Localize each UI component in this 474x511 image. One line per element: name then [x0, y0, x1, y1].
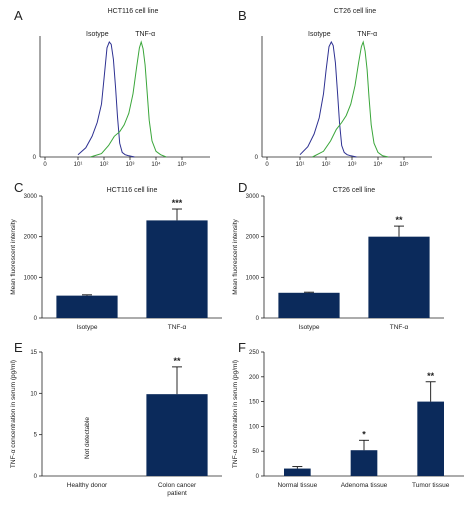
category-label: Colon cancer: [158, 482, 197, 489]
series-line-tnf: [90, 40, 167, 158]
x-tick-label: 10⁵: [177, 161, 187, 168]
chart-title: HCT116 cell line: [108, 8, 159, 15]
panel-letter: C: [14, 180, 23, 195]
x-tick-label: 10⁴: [151, 161, 161, 168]
series-line-isotype: [77, 41, 135, 158]
series-line-tnf: [312, 40, 389, 158]
y-tick-label: 2000: [24, 235, 38, 241]
series-line-isotype: [299, 40, 357, 158]
category-label: patient: [167, 490, 187, 497]
legend-label: Isotype: [86, 31, 109, 38]
bar: [146, 220, 208, 318]
category-label: Adenoma tissue: [341, 482, 388, 489]
bar: [278, 292, 340, 318]
significance-marker: **: [427, 371, 435, 381]
panel-letter: B: [238, 8, 247, 23]
y-axis-label: TNF-α concentration in serum (pg/ml): [232, 360, 239, 468]
legend-label: Isotype: [308, 31, 331, 38]
category-label: TNF-α: [168, 324, 187, 331]
significance-marker: **: [173, 356, 181, 366]
y-tick-label: 0: [34, 474, 38, 480]
y-tick-label: 50: [252, 449, 259, 455]
x-tick-label: 10²: [322, 162, 331, 168]
bar: [417, 401, 444, 476]
y-axis-label: TNF-α concentration in serum (pg/ml): [10, 360, 17, 468]
x-tick-label: 0: [265, 162, 269, 168]
y-tick-label: 200: [249, 375, 260, 381]
y-tick-label: 150: [249, 400, 260, 406]
category-label: Tumor tissue: [412, 482, 450, 489]
y-tick-label: 0: [256, 316, 260, 322]
chart-title: CT26 cell line: [333, 187, 376, 194]
y-tick-label: 5: [34, 433, 38, 439]
y-tick-label: 3000: [246, 194, 260, 200]
y-tick-label: 0: [33, 155, 37, 161]
chart-title: CT26 cell line: [334, 8, 377, 15]
category-label: Isotype: [299, 324, 320, 331]
x-tick-label: 10⁴: [373, 161, 383, 168]
chart-title: HCT116 cell line: [107, 187, 158, 194]
y-axis-label: Mean fluorescent intensity: [232, 218, 239, 294]
bar: [368, 236, 430, 318]
x-tick-label: 10¹: [296, 162, 305, 168]
legend-label: TNF-α: [135, 31, 155, 38]
significance-marker: **: [395, 215, 403, 225]
panel-letter: A: [14, 8, 23, 23]
x-tick-label: 10⁵: [399, 161, 409, 168]
panel-letter: D: [238, 180, 247, 195]
annotation-text: Not detectable: [84, 417, 91, 459]
panel-letter: E: [14, 340, 23, 355]
significance-marker: ***: [172, 198, 183, 208]
x-tick-label: 10³: [348, 162, 357, 168]
bar: [284, 468, 311, 476]
category-label: Healthy donor: [67, 482, 108, 489]
y-axis-label: Mean fluorescent intensity: [10, 218, 17, 294]
y-tick-label: 3000: [24, 194, 38, 200]
category-label: Isotype: [77, 324, 98, 331]
y-tick-label: 2000: [246, 235, 260, 241]
y-tick-label: 100: [249, 424, 260, 430]
x-tick-label: 10¹: [74, 162, 83, 168]
bar: [350, 450, 378, 476]
category-label: TNF-α: [390, 324, 409, 331]
y-tick-label: 10: [30, 391, 37, 397]
category-label: Normal tissue: [277, 482, 317, 489]
panel-letter: F: [238, 340, 246, 355]
y-tick-label: 1000: [24, 275, 38, 281]
legend-label: TNF-α: [357, 31, 377, 38]
y-tick-label: 0: [255, 155, 259, 161]
y-tick-label: 1000: [246, 275, 260, 281]
bar: [56, 295, 118, 318]
y-tick-label: 0: [34, 316, 38, 322]
y-tick-label: 0: [256, 474, 260, 480]
x-tick-label: 0: [43, 162, 47, 168]
bar: [146, 394, 208, 476]
significance-marker: *: [362, 429, 366, 439]
y-tick-label: 15: [30, 350, 37, 356]
x-tick-label: 10³: [126, 162, 135, 168]
x-tick-label: 10²: [100, 162, 109, 168]
y-tick-label: 250: [249, 350, 260, 356]
